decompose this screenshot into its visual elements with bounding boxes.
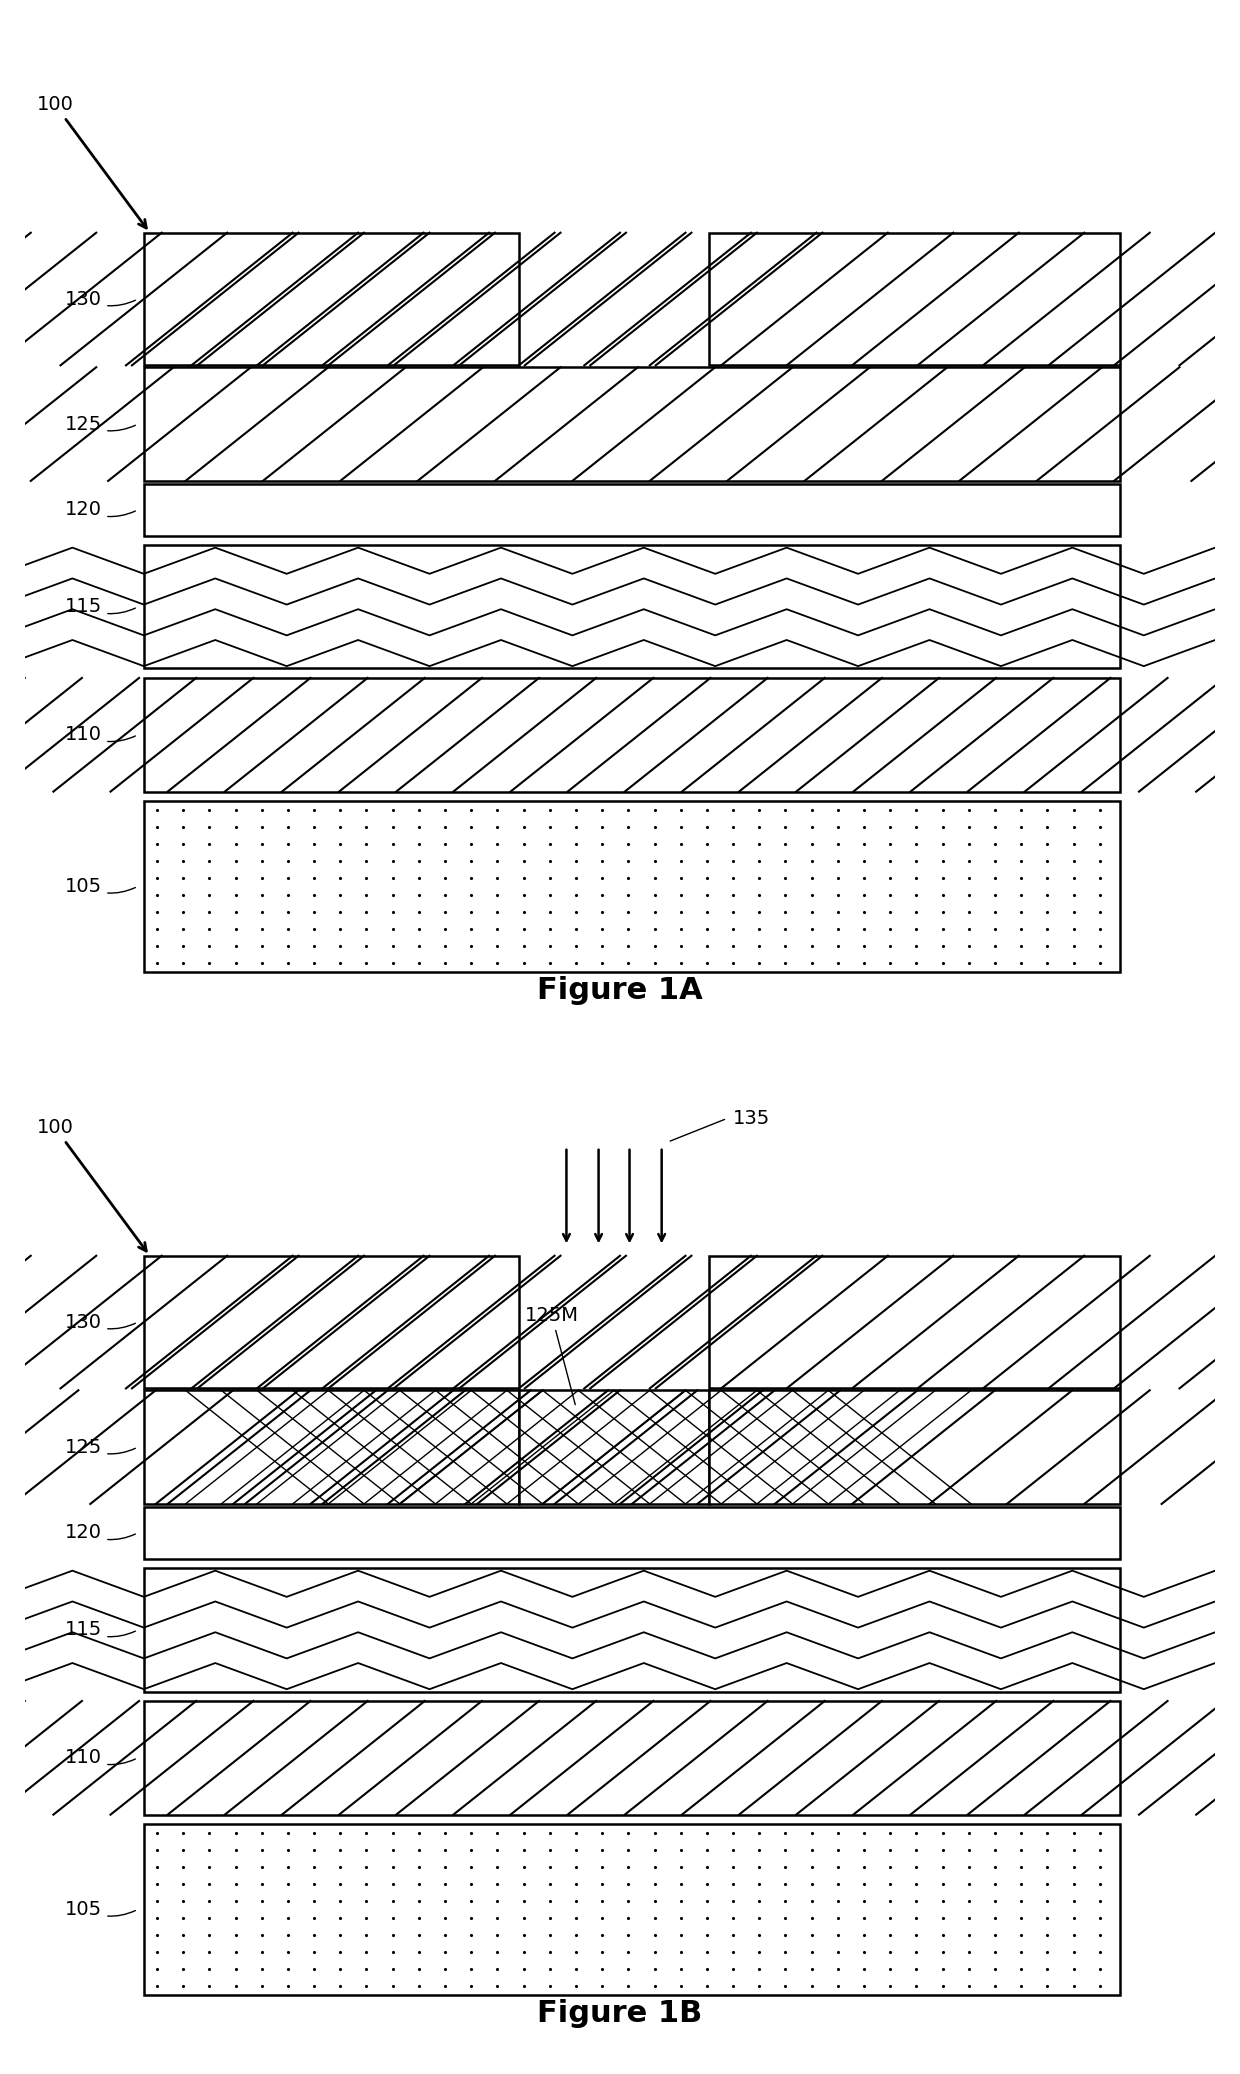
Bar	[518, 1390, 709, 1504]
Text: 135: 135	[733, 1110, 770, 1128]
Bar	[144, 483, 1120, 535]
Text: 105: 105	[64, 1900, 135, 1918]
Text: 120: 120	[66, 1522, 135, 1543]
Bar	[709, 1390, 1120, 1504]
Text: 130: 130	[66, 290, 135, 309]
Text: 125M: 125M	[525, 1307, 579, 1404]
Bar	[144, 1390, 518, 1504]
Text: 120: 120	[66, 500, 135, 518]
Text: 100: 100	[37, 95, 146, 228]
Bar	[144, 367, 1120, 481]
Bar	[144, 801, 1120, 971]
Bar	[709, 232, 1120, 365]
Bar	[144, 1825, 1120, 1995]
Text: 125: 125	[64, 1437, 135, 1456]
Bar	[144, 232, 518, 365]
Text: 115: 115	[64, 597, 135, 616]
Text: Figure 1B: Figure 1B	[537, 1999, 703, 2028]
Bar	[709, 1255, 1120, 1388]
Text: 105: 105	[64, 877, 135, 896]
Bar	[144, 1255, 518, 1388]
Text: 110: 110	[66, 1748, 135, 1767]
Text: 100: 100	[37, 1118, 146, 1251]
Bar	[144, 545, 1120, 668]
Text: 110: 110	[66, 726, 135, 745]
Bar	[144, 678, 1120, 792]
Bar	[144, 1701, 1120, 1815]
Text: 130: 130	[66, 1313, 135, 1332]
Bar	[144, 1568, 1120, 1692]
Bar	[144, 1508, 1120, 1560]
Text: 115: 115	[64, 1620, 135, 1638]
Text: 125: 125	[64, 415, 135, 433]
Text: Figure 1A: Figure 1A	[537, 975, 703, 1004]
